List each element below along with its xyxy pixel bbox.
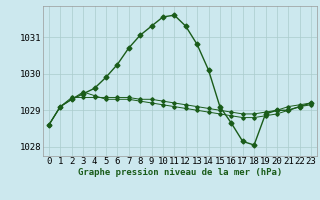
X-axis label: Graphe pression niveau de la mer (hPa): Graphe pression niveau de la mer (hPa) (78, 168, 282, 177)
